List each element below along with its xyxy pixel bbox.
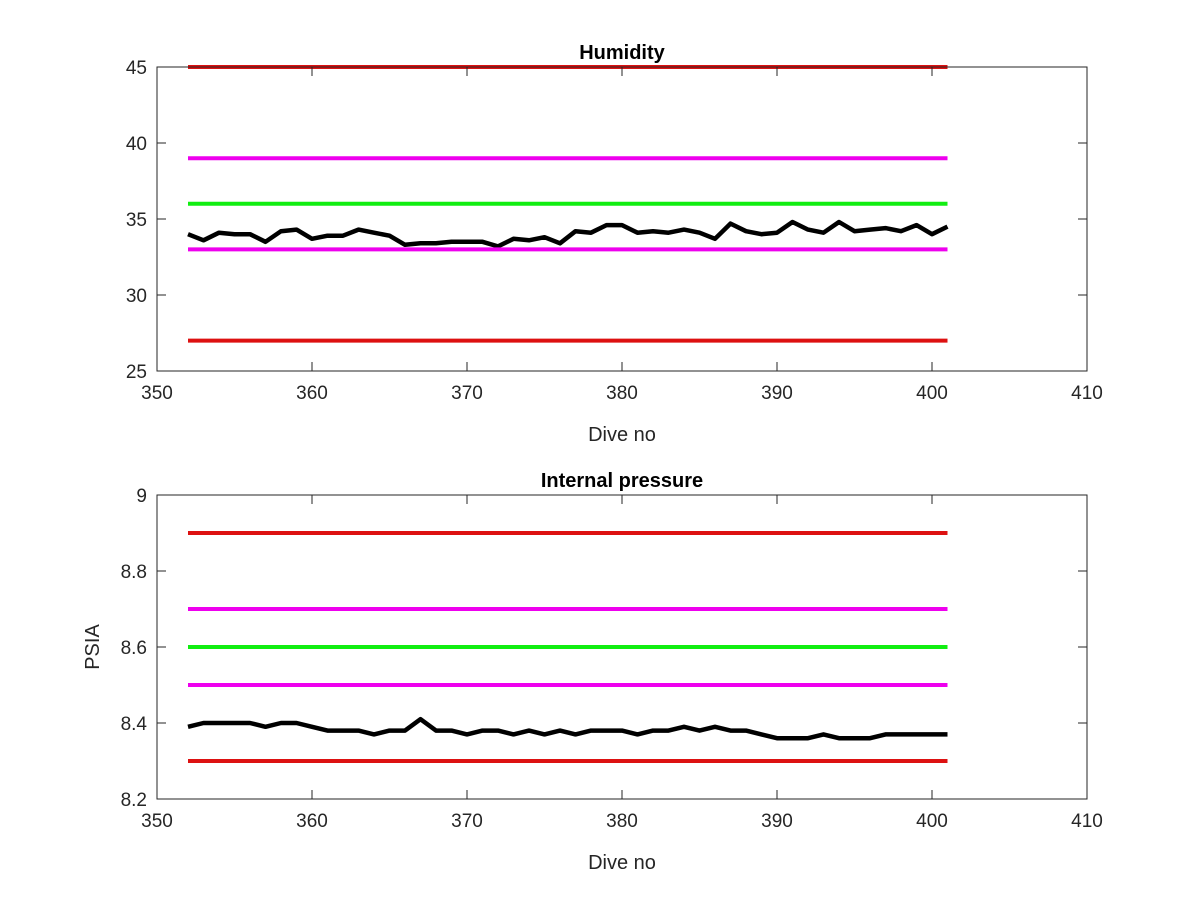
y-tick-label: 8.4 <box>121 714 148 735</box>
x-tick-label: 410 <box>1071 383 1103 404</box>
x-tick-label: 400 <box>916 811 948 832</box>
x-tick-label: 410 <box>1071 811 1103 832</box>
y-tick-label: 8.2 <box>121 790 147 811</box>
chart-title: Internal pressure <box>541 470 703 492</box>
y-tick-label: 45 <box>126 58 147 79</box>
x-tick-label: 380 <box>606 811 638 832</box>
humidity-chart: Humidity Dive no 350 360 370 380 390 400 410 25… <box>126 42 1103 446</box>
x-axis-label: Dive no <box>588 424 656 446</box>
y-tick-label: 30 <box>126 286 147 307</box>
y-tick-label: 35 <box>126 210 147 231</box>
x-tick-label: 360 <box>296 811 328 832</box>
y-axis-label: PSIA <box>82 624 104 670</box>
axes-box <box>156 66 1088 372</box>
chart-title: Humidity <box>579 42 665 64</box>
x-tick-label: 390 <box>761 383 793 404</box>
y-tick-label: 8.6 <box>121 638 147 659</box>
y-tick-label: 8.8 <box>121 562 147 583</box>
x-axis-label: Dive no <box>588 852 656 874</box>
data-series-line <box>187 219 949 249</box>
y-tick-label: 40 <box>126 134 147 155</box>
x-tick-label: 350 <box>141 811 173 832</box>
x-tick-label: 350 <box>141 383 173 404</box>
x-tick-label: 370 <box>451 383 483 404</box>
x-tick-label: 400 <box>916 383 948 404</box>
x-tick-label: 370 <box>451 811 483 832</box>
y-tick-label: 25 <box>126 362 147 383</box>
x-tick-label: 380 <box>606 383 638 404</box>
x-tick-label: 390 <box>761 811 793 832</box>
data-series-line <box>187 716 948 741</box>
x-tick-label: 360 <box>296 383 328 404</box>
internal-pressure-chart: Internal pressure Dive no PSIA 350 360 370… <box>82 470 1103 874</box>
y-tick-label: 9 <box>136 486 147 507</box>
